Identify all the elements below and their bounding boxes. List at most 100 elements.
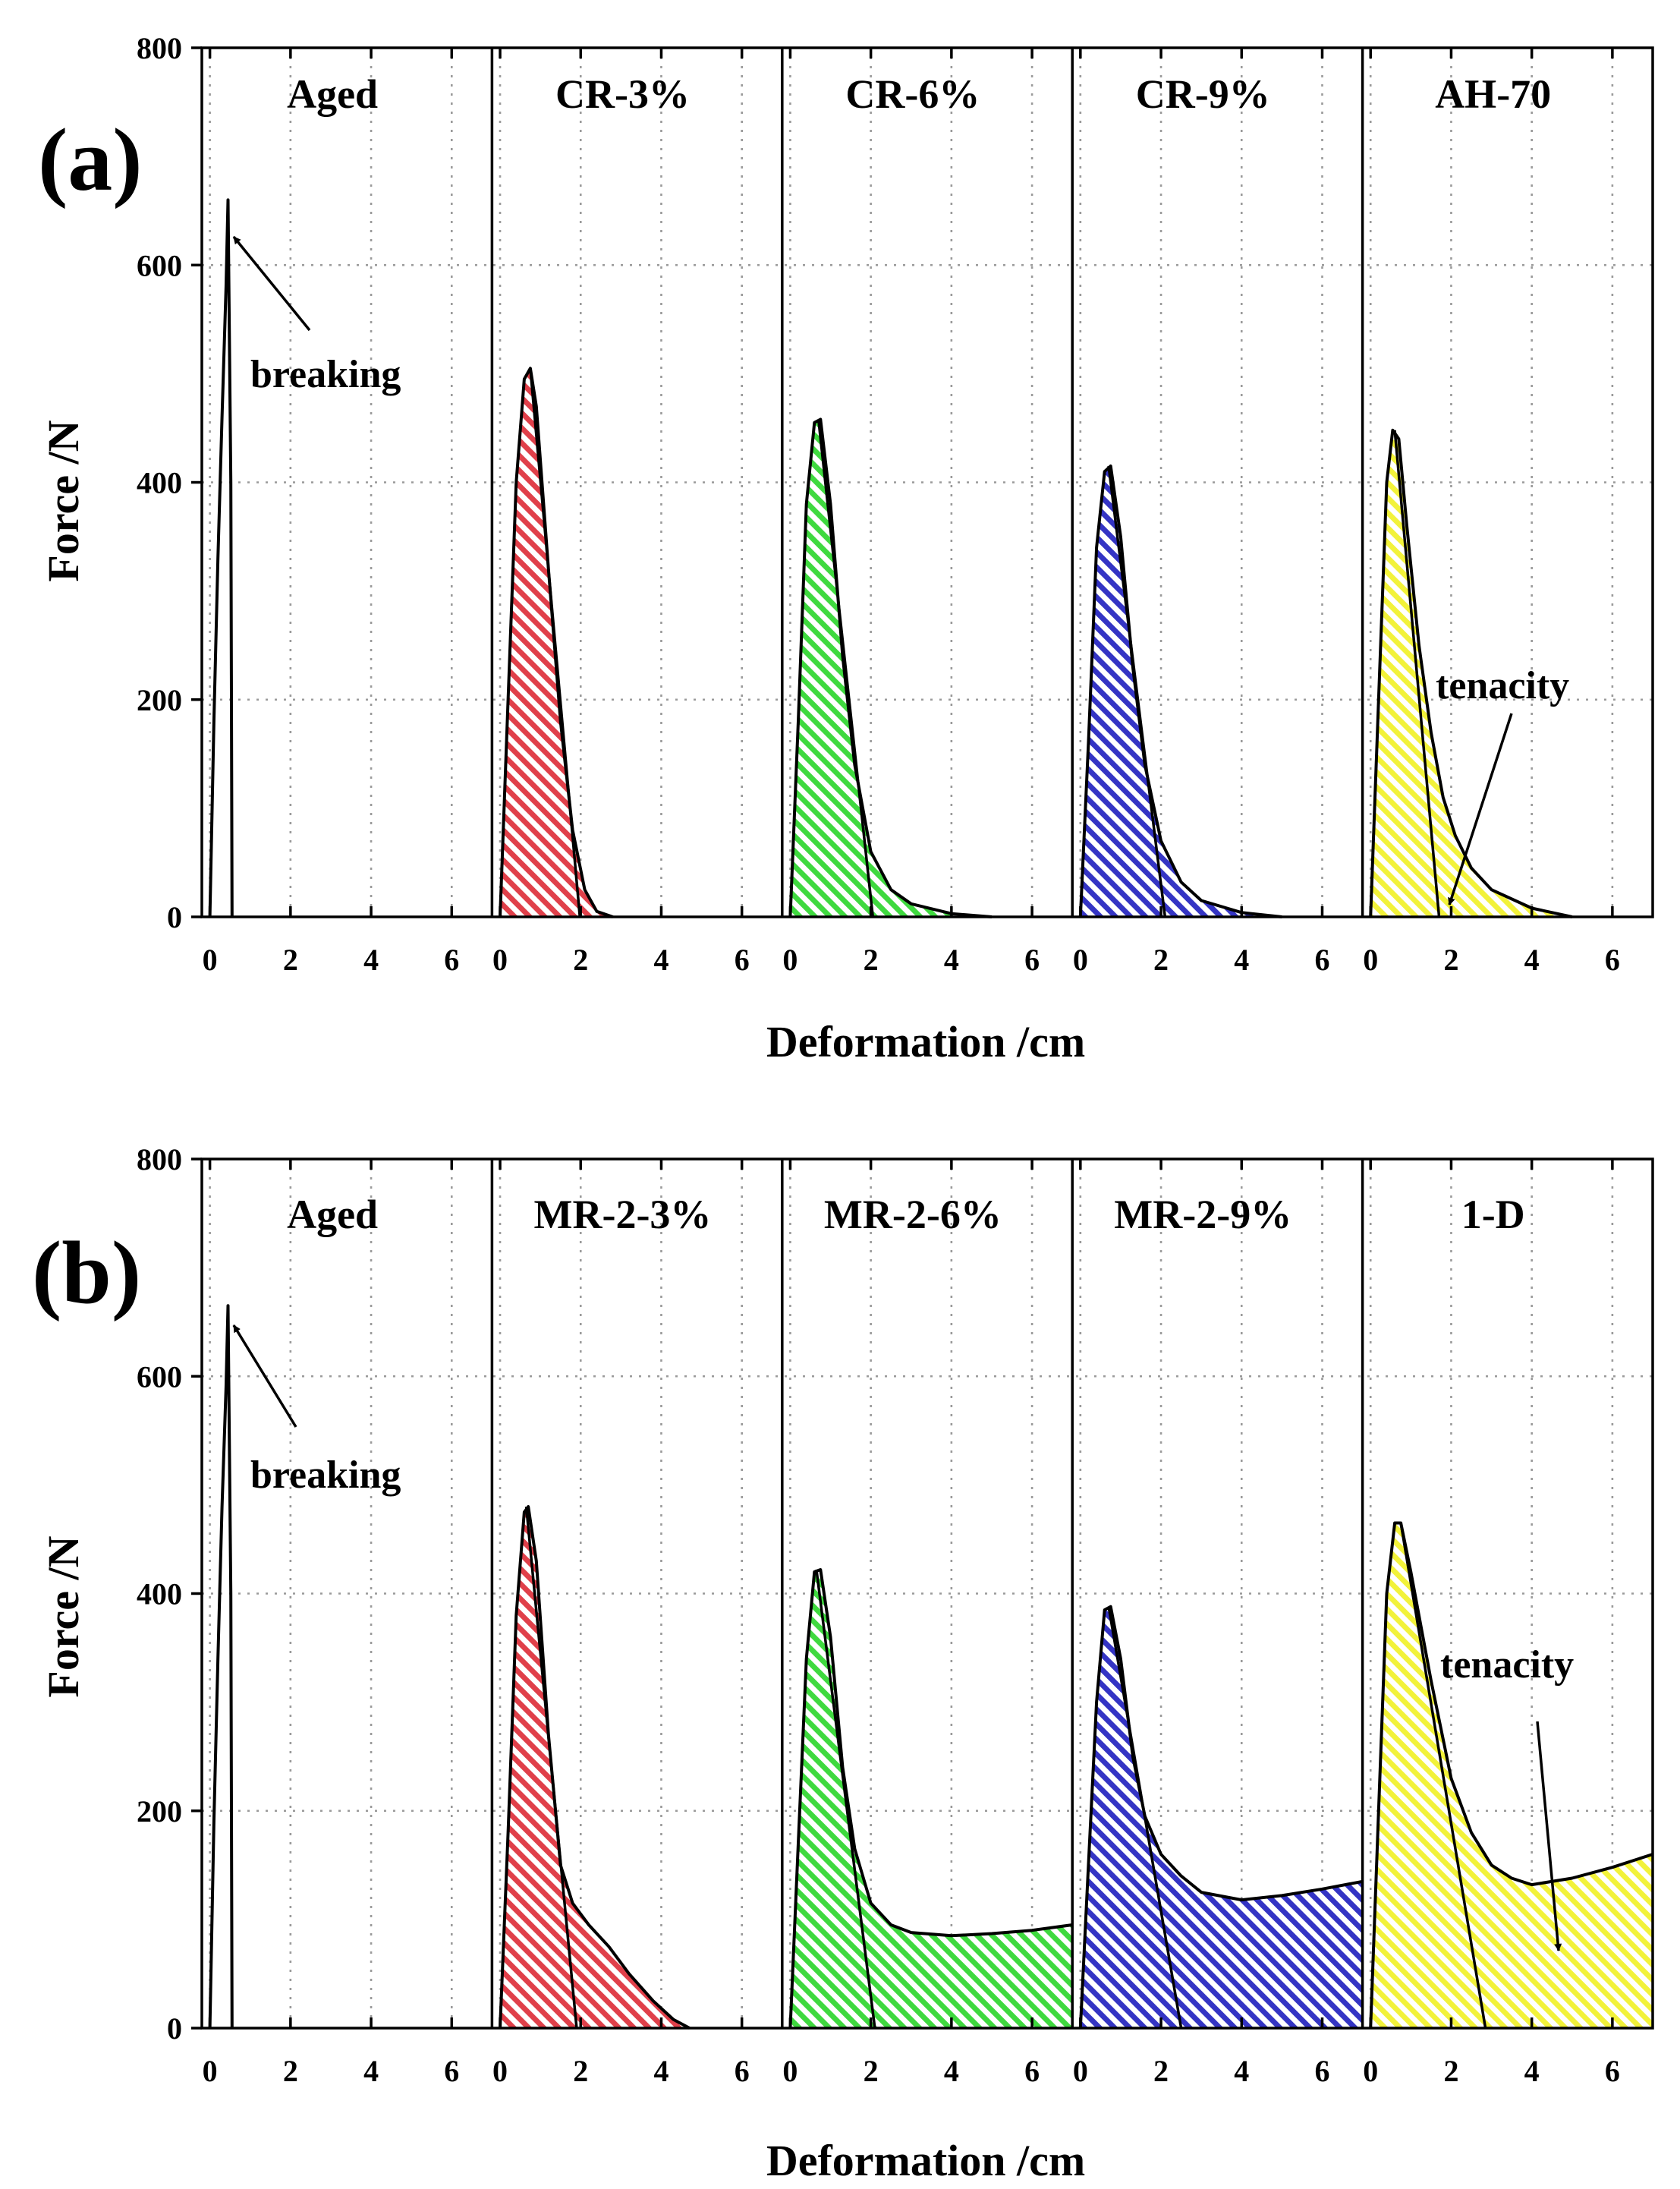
p0-aged-curve <box>208 198 234 918</box>
p0-cr-9pct-label: CR-9% <box>1136 71 1270 117</box>
p0-cr-3pct-xtick-label-6: 6 <box>735 943 750 977</box>
p0-cr-6pct-xtick-label-4: 4 <box>944 943 959 977</box>
panel-a-label: (a) <box>38 110 143 209</box>
p0-aged-label: Aged <box>287 71 378 117</box>
p0-plot-frame <box>200 46 1654 918</box>
p0-aged-subplot: 0 2 4 6 Aged <box>203 48 459 977</box>
p1-mr-2-9pct-label: MR-2-9% <box>1114 1192 1291 1237</box>
p1-mr-2-6pct-xtick-label-6: 6 <box>1024 2054 1040 2088</box>
p1-mr-2-6pct-label: MR-2-6% <box>824 1192 1002 1237</box>
p0-cr-3pct-xtick-label-2: 2 <box>573 943 588 977</box>
p1-mr-2-6pct-area <box>790 1570 1073 2028</box>
p0-ah-70-xtick-label-4: 4 <box>1524 943 1540 977</box>
p1-mr-2-6pct-tangent-line <box>815 1569 876 2029</box>
p1-breaking-annotation: breaking <box>250 1454 401 1497</box>
p0-ah-70-subplot: 0 2 4 6 AH-70 <box>1361 48 1620 977</box>
p0-cr-6pct-tangent-line <box>816 419 875 918</box>
p1-ytick-label-200: 200 <box>137 1794 182 1828</box>
p1-mr-2-6pct-xtick-label-4: 4 <box>944 2054 959 2088</box>
p0-cr-6pct-curve <box>788 417 993 918</box>
p1-mr-2-3pct-area <box>500 1507 690 2028</box>
p1-aged-xtick-label-2: 2 <box>283 2054 298 2088</box>
p0-ytick-label-0: 0 <box>167 900 182 934</box>
p0-aged-xtick-label-0: 0 <box>203 943 218 977</box>
p1-ytick-label-400: 400 <box>137 1577 182 1611</box>
p1-plot-frame <box>200 1157 1654 2030</box>
p0-cr-3pct-xtick-label-0: 0 <box>492 943 508 977</box>
panel-a-plot: 0 2 4 6 Aged 0 2 4 6 CR-3% 0 2 4 6 CR-6% 0 2 4 6 CR-9% 0 2 4 6 A… <box>137 31 1654 977</box>
p1-mr-2-3pct-label: MR-2-3% <box>534 1192 712 1237</box>
p1-mr-2-6pct-xtick-label-2: 2 <box>864 2054 879 2088</box>
p1-tenacity-arrow <box>1536 1721 1562 1951</box>
p0-cr-3pct-area <box>500 368 613 917</box>
p0-cr-6pct-xtick-label-0: 0 <box>782 943 798 977</box>
p1-aged-xtick-label-6: 6 <box>444 2054 459 2088</box>
p1-ytick-label-800: 800 <box>137 1142 182 1176</box>
p0-cr-9pct-subplot: 0 2 4 6 CR-9% <box>1071 48 1329 977</box>
p1-ytick-label-600: 600 <box>137 1359 182 1394</box>
p1-mr-2-9pct-area <box>1080 1606 1363 2028</box>
p0-ytick-label-400: 400 <box>137 466 182 500</box>
p0-ah-70-xtick-label-0: 0 <box>1363 943 1378 977</box>
p1-mr-2-6pct-curve <box>788 1568 1073 2029</box>
p0-tenacity-annotation: tenacity <box>1436 664 1569 707</box>
p0-cr-6pct-xtick-label-2: 2 <box>864 943 879 977</box>
panel-b-plot: 0 2 4 6 Aged 0 2 4 6 MR-2-3% 0 2 4 6 MR-2-6% 0 2 4 6 MR-2-9… <box>137 1142 1654 2088</box>
p1-1-d-xtick-label-0: 0 <box>1363 2054 1378 2088</box>
p0-ah-70-xtick-label-2: 2 <box>1443 943 1458 977</box>
p0-cr-9pct-xtick-label-6: 6 <box>1314 943 1329 977</box>
p1-mr-2-9pct-xtick-label-0: 0 <box>1073 2054 1088 2088</box>
p1-mr-2-9pct-subplot: 0 2 4 6 MR-2-9% <box>1071 1159 1363 2088</box>
p1-tenacity-annotation: tenacity <box>1440 1643 1574 1687</box>
p1-mr-2-3pct-xtick-label-0: 0 <box>492 2054 508 2088</box>
p1-mr-2-9pct-xtick-label-2: 2 <box>1153 2054 1169 2088</box>
p0-aged-xtick-label-6: 6 <box>444 943 459 977</box>
p0-cr-6pct-area <box>790 419 992 917</box>
p0-aged-xtick-label-2: 2 <box>283 943 298 977</box>
panel-b-xlabel: Deformation /cm <box>766 2136 1085 2185</box>
p1-mr-2-3pct-xtick-label-2: 2 <box>573 2054 588 2088</box>
p0-cr-3pct-subplot: 0 2 4 6 CR-3% <box>490 48 750 977</box>
p1-aged-label: Aged <box>287 1192 378 1237</box>
p0-cr-9pct-xtick-label-4: 4 <box>1234 943 1249 977</box>
p1-aged-subplot: 0 2 4 6 Aged <box>203 1159 459 2088</box>
panel-a-xlabel: Deformation /cm <box>766 1017 1085 1066</box>
p1-mr-2-3pct-subplot: 0 2 4 6 MR-2-3% <box>490 1159 750 2088</box>
p1-1-d-tangent-line <box>1399 1523 1487 2029</box>
p0-ah-70-tangent-line <box>1393 430 1441 918</box>
p0-aged-xtick-label-4: 4 <box>363 943 379 977</box>
p0-ytick-label-600: 600 <box>137 248 182 282</box>
p0-breaking-arrow <box>232 235 311 332</box>
p0-ytick-label-200: 200 <box>137 683 182 717</box>
p1-mr-2-3pct-xtick-label-6: 6 <box>735 2054 750 2088</box>
p1-1-d-area <box>1370 1523 1653 2028</box>
p1-mr-2-9pct-xtick-label-4: 4 <box>1234 2054 1249 2088</box>
p1-1-d-subplot: 0 2 4 6 1-D <box>1361 1159 1653 2088</box>
p1-1-d-curve <box>1369 1521 1653 2029</box>
p0-cr-9pct-tangent-line <box>1107 465 1167 918</box>
p0-cr-6pct-subplot: 0 2 4 6 CR-6% <box>781 48 1040 977</box>
p0-tenacity-arrow <box>1448 713 1513 906</box>
p1-ytick-label-0: 0 <box>167 2011 182 2046</box>
p1-mr-2-9pct-tangent-line <box>1107 1606 1183 2029</box>
panel-b: (b) Force /N Deformation /cm 0 2 4 6 Aged 0 2 4… <box>32 1142 1654 2185</box>
p1-1-d-label: 1-D <box>1461 1192 1525 1237</box>
p1-mr-2-6pct-subplot: 0 2 4 6 MR-2-6% <box>781 1159 1073 2088</box>
p1-1-d-xtick-label-2: 2 <box>1443 2054 1458 2088</box>
p0-cr-3pct-xtick-label-4: 4 <box>653 943 669 977</box>
p1-1-d-xtick-label-6: 6 <box>1605 2054 1620 2088</box>
p0-ah-70-label: AH-70 <box>1435 71 1551 117</box>
panel-b-ylabel: Force /N <box>39 1535 88 1697</box>
p0-ytick-label-800: 800 <box>137 31 182 65</box>
panel-a: (a) Force /N Deformation /cm 0 2 4 6 Aged 0 2 4… <box>38 31 1654 1066</box>
p0-ah-70-xtick-label-6: 6 <box>1605 943 1620 977</box>
p0-breaking-annotation: breaking <box>250 353 401 396</box>
panel-a-ylabel: Force /N <box>39 420 88 581</box>
p1-aged-xtick-label-4: 4 <box>363 2054 379 2088</box>
p0-cr-9pct-xtick-label-2: 2 <box>1153 943 1169 977</box>
p0-ah-70-curve <box>1369 428 1573 918</box>
p1-breaking-arrow <box>232 1324 297 1428</box>
p1-aged-xtick-label-0: 0 <box>203 2054 218 2088</box>
p1-mr-2-3pct-tangent-line <box>524 1506 578 2029</box>
panel-b-label: (b) <box>32 1223 141 1322</box>
